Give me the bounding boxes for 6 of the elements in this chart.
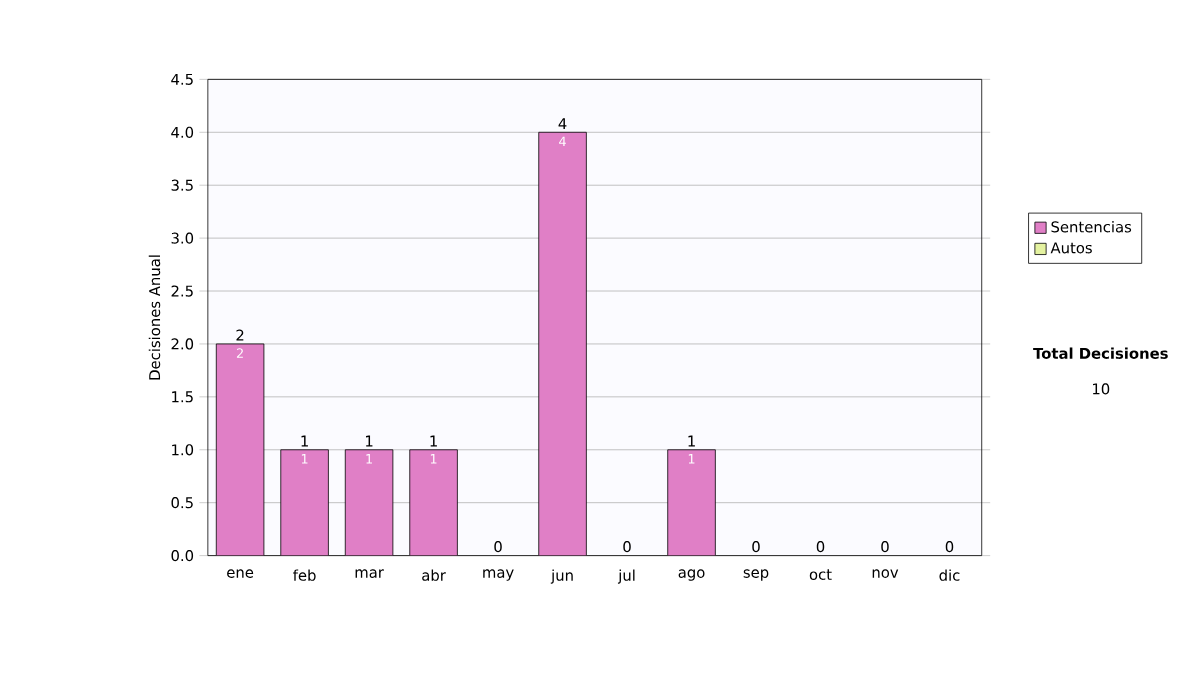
bar xyxy=(667,449,716,556)
bar xyxy=(215,343,265,556)
bar xyxy=(344,449,394,556)
bar xyxy=(280,449,329,556)
bar xyxy=(538,131,587,556)
bar xyxy=(409,449,458,556)
